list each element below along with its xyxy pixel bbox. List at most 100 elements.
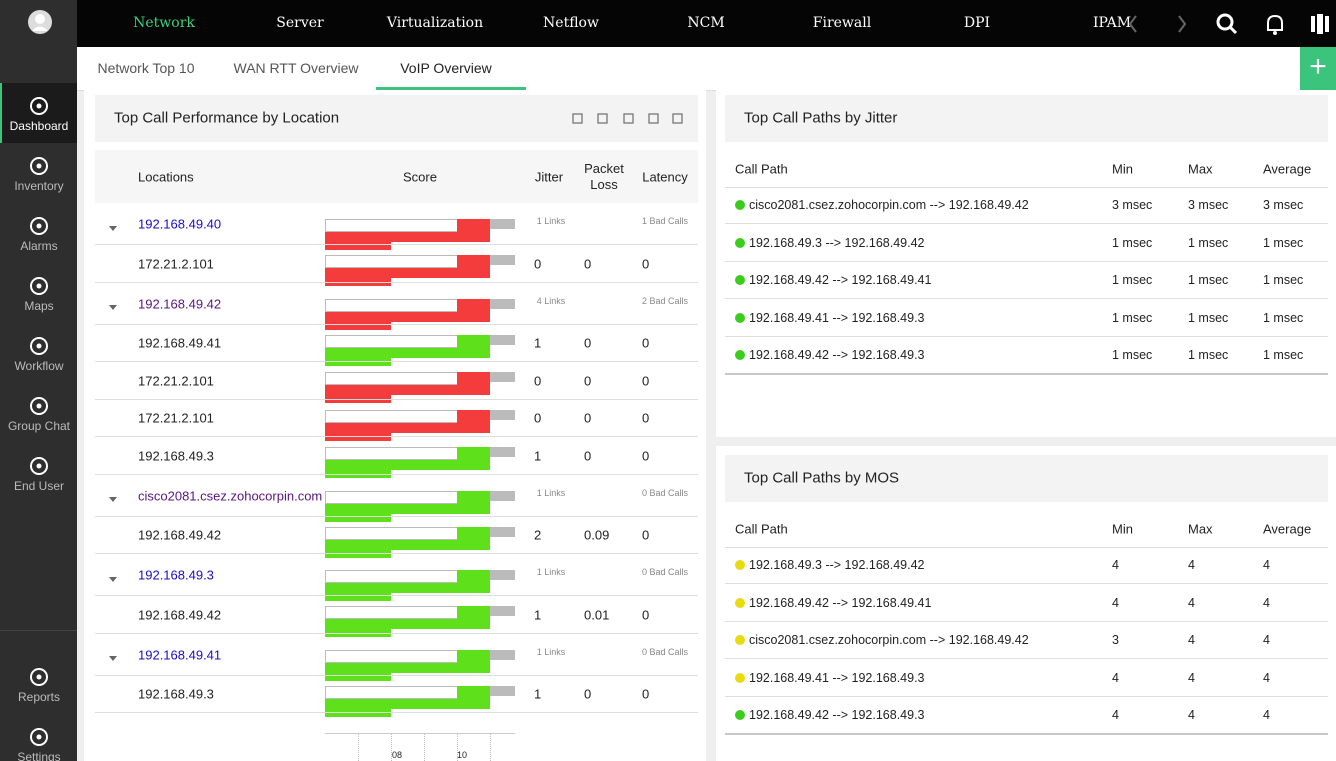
menu-icon bbox=[1308, 12, 1332, 36]
score-bar bbox=[457, 298, 490, 312]
sidebar-icon-glyph bbox=[30, 157, 48, 175]
sidebar-icon bbox=[28, 155, 50, 177]
expand-caret bbox=[108, 571, 118, 582]
call-path: 192.168.49.3 --> 192.168.49.42 bbox=[749, 558, 925, 572]
status-dot bbox=[735, 635, 745, 645]
max: 4 bbox=[1188, 558, 1195, 572]
jitter: 1 bbox=[534, 607, 542, 623]
tab[interactable]: WAN RTT Overview bbox=[233, 60, 359, 76]
nav-item[interactable]: IPAM bbox=[1092, 15, 1132, 31]
latency: 0 bbox=[642, 607, 650, 623]
status-dot bbox=[735, 200, 745, 210]
column-header: Average bbox=[1263, 161, 1312, 177]
row-divider bbox=[725, 620, 1328, 622]
score-bar bbox=[325, 672, 391, 681]
sidebar-icon-glyph bbox=[30, 668, 48, 686]
expand-caret-glyph bbox=[109, 225, 117, 231]
min: 4 bbox=[1112, 708, 1119, 722]
bad-calls: 0 Bad Calls bbox=[641, 646, 688, 657]
right-panel-top bbox=[716, 90, 1336, 437]
call-path: 192.168.49.42 --> 192.168.49.3 bbox=[749, 348, 925, 362]
row-divider bbox=[725, 187, 1328, 188]
min: 4 bbox=[1112, 595, 1119, 610]
sidebar-item[interactable]: Group Chat bbox=[7, 419, 71, 433]
sidebar-item[interactable]: Alarms bbox=[20, 239, 58, 253]
min: 3 msec bbox=[1112, 198, 1153, 212]
expand-caret bbox=[108, 299, 118, 310]
status-dot bbox=[735, 312, 745, 323]
row-divider bbox=[95, 712, 698, 713]
tab[interactable]: VoIP Overview bbox=[400, 60, 492, 76]
bad-calls: 2 Bad Calls bbox=[641, 295, 688, 306]
jitter: 2 bbox=[534, 527, 542, 543]
sidebar-item[interactable]: End User bbox=[13, 479, 65, 493]
score-bar bbox=[325, 583, 490, 593]
score-axis bbox=[325, 733, 515, 734]
row-divider bbox=[95, 436, 698, 437]
child-location: 192.168.49.42 bbox=[138, 607, 222, 623]
group-location[interactable]: cisco2081.csez.zohocorpin.com bbox=[138, 488, 323, 503]
group-location[interactable]: 192.168.49.42 bbox=[138, 296, 222, 311]
group-location[interactable]: 192.168.49.40 bbox=[138, 216, 222, 232]
group-location[interactable]: 192.168.49.3 bbox=[138, 567, 214, 583]
min: 4 bbox=[1112, 670, 1119, 685]
average: 4 bbox=[1263, 708, 1270, 722]
score-bar bbox=[325, 513, 391, 522]
max: 4 bbox=[1188, 595, 1195, 610]
packet-loss: 0.09 bbox=[584, 527, 610, 543]
score-cap bbox=[490, 649, 515, 660]
column-header: Call Path bbox=[735, 521, 788, 537]
max: 1 msec bbox=[1188, 310, 1229, 325]
sidebar-item[interactable]: Maps bbox=[24, 299, 54, 313]
widget-title: Top Call Paths by MOS bbox=[744, 469, 900, 487]
min: 1 msec bbox=[1112, 310, 1153, 325]
score-bar bbox=[457, 570, 490, 583]
sidebar-item[interactable]: Settings bbox=[17, 750, 61, 761]
max: 4 bbox=[1188, 670, 1195, 685]
nav-item[interactable]: Firewall bbox=[812, 15, 872, 31]
nav-item[interactable]: Server bbox=[276, 15, 324, 31]
sidebar-item[interactable]: Reports bbox=[17, 690, 61, 704]
tab[interactable]: Network Top 10 bbox=[97, 60, 195, 76]
max: 4 bbox=[1188, 708, 1195, 722]
bad-calls: 1 Bad Calls bbox=[641, 216, 688, 226]
sidebar-icon-glyph bbox=[30, 728, 48, 746]
score-bar bbox=[457, 372, 490, 385]
bell-icon bbox=[1263, 12, 1287, 36]
nav-item[interactable]: DPI bbox=[963, 15, 991, 31]
packet-loss: 0.01 bbox=[584, 607, 610, 623]
sidebar-icon bbox=[28, 275, 50, 297]
score-bar bbox=[325, 232, 490, 242]
score-bar bbox=[457, 526, 490, 540]
score-cap bbox=[490, 570, 515, 580]
widget-action bbox=[671, 112, 684, 125]
group-location[interactable]: 192.168.49.41 bbox=[138, 647, 222, 662]
sidebar-item[interactable]: Inventory bbox=[14, 179, 64, 193]
table-header bbox=[95, 150, 698, 203]
call-path: 192.168.49.3 --> 192.168.49.42 bbox=[749, 235, 925, 250]
score-cap bbox=[490, 490, 515, 501]
status-dot bbox=[735, 710, 745, 720]
score-bar bbox=[457, 447, 490, 460]
nav-item[interactable]: Virtualization bbox=[386, 15, 484, 31]
add-button[interactable]: + bbox=[1300, 47, 1336, 90]
row-divider bbox=[725, 658, 1328, 659]
child-location: 172.21.2.101 bbox=[138, 410, 214, 426]
column-header: Max bbox=[1188, 521, 1213, 537]
score-cap bbox=[490, 219, 515, 229]
nav-item[interactable]: NCM bbox=[687, 15, 725, 31]
sidebar-item[interactable]: Dashboard bbox=[9, 119, 69, 133]
row-divider bbox=[95, 361, 698, 362]
score-bar bbox=[325, 539, 490, 550]
average: 1 msec bbox=[1263, 235, 1304, 250]
score-bar bbox=[325, 422, 490, 433]
score-bar bbox=[457, 409, 490, 423]
sidebar-item[interactable]: Workflow bbox=[14, 359, 64, 373]
nav-item[interactable]: Network bbox=[133, 15, 195, 31]
score-bar bbox=[457, 649, 490, 663]
nav-item[interactable]: Netflow bbox=[543, 15, 599, 31]
sidebar-icon bbox=[28, 215, 50, 237]
widget-action bbox=[596, 112, 609, 125]
status-dot bbox=[735, 275, 745, 285]
widget-title: Top Call Paths by Jitter bbox=[744, 109, 898, 127]
